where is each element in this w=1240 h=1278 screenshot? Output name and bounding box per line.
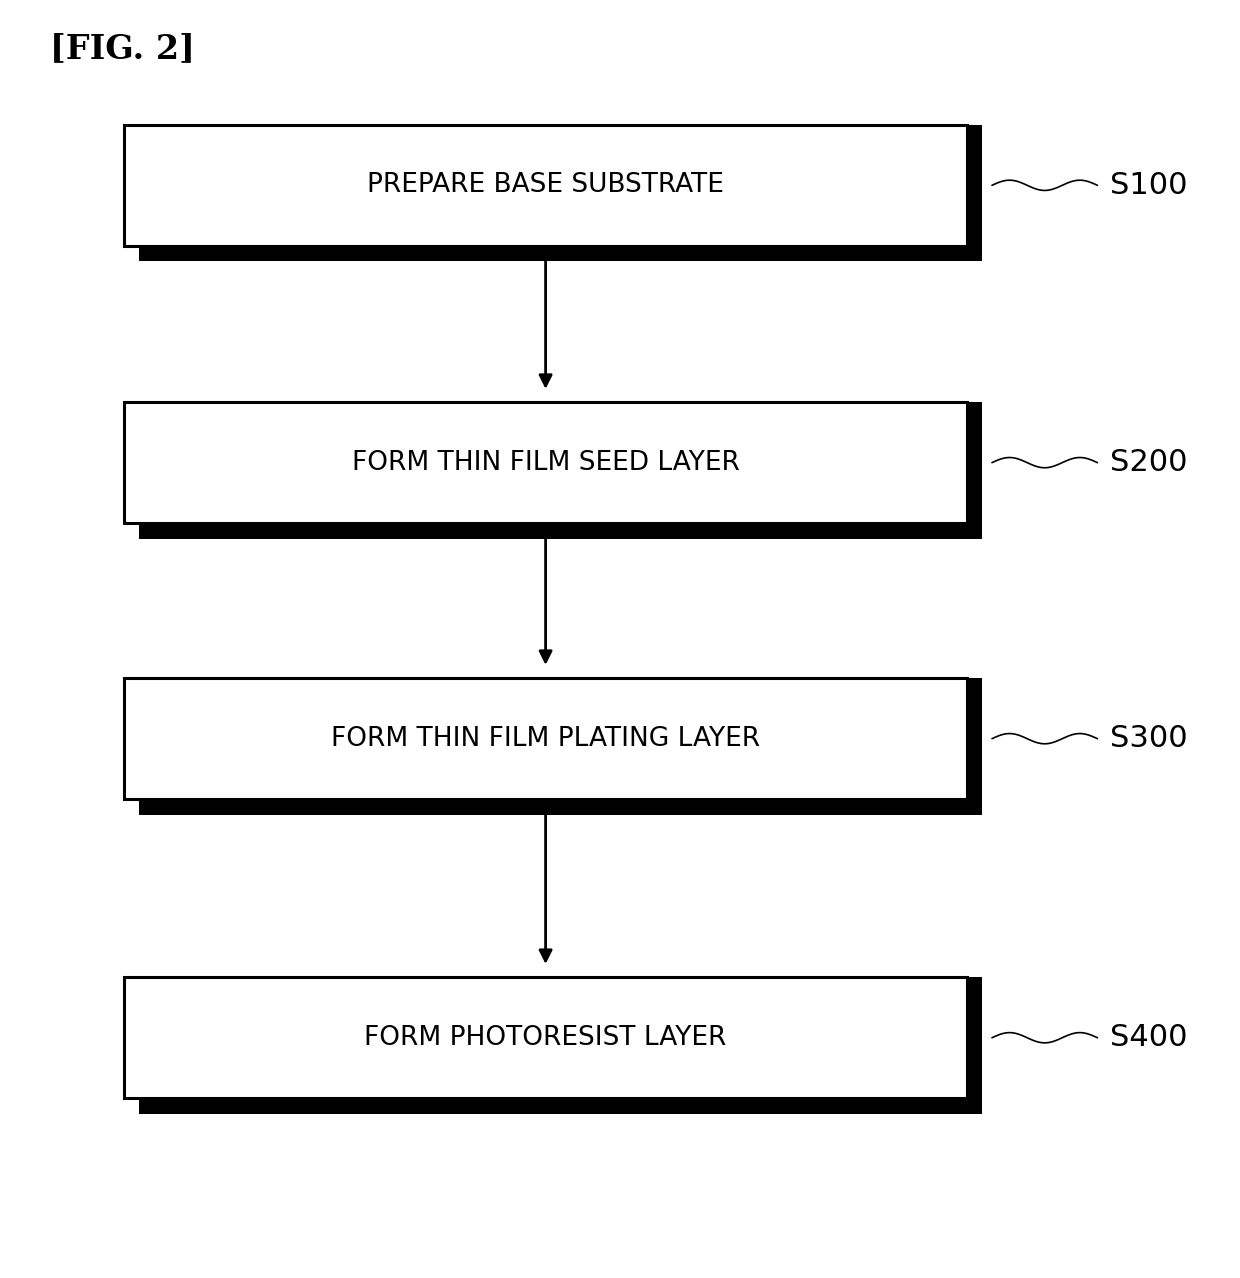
Text: FORM THIN FILM PLATING LAYER: FORM THIN FILM PLATING LAYER	[331, 726, 760, 751]
Bar	[124, 125, 967, 247]
Bar	[139, 245, 982, 262]
Bar	[967, 677, 982, 815]
Bar	[967, 125, 982, 262]
Bar	[139, 524, 982, 539]
Text: S300: S300	[1110, 725, 1188, 753]
Text: S100: S100	[1110, 171, 1188, 199]
Text: S200: S200	[1110, 449, 1188, 477]
Text: S400: S400	[1110, 1024, 1188, 1052]
Bar	[139, 800, 982, 815]
Text: PREPARE BASE SUBSTRATE: PREPARE BASE SUBSTRATE	[367, 173, 724, 198]
Bar	[124, 976, 967, 1098]
Text: FORM PHOTORESIST LAYER: FORM PHOTORESIST LAYER	[365, 1025, 727, 1051]
Text: [FIG. 2]: [FIG. 2]	[50, 32, 195, 65]
Bar	[139, 1098, 982, 1113]
Bar	[967, 976, 982, 1113]
Text: FORM THIN FILM SEED LAYER: FORM THIN FILM SEED LAYER	[352, 450, 739, 475]
Bar	[124, 677, 967, 800]
Bar	[124, 401, 967, 524]
Bar	[967, 401, 982, 539]
